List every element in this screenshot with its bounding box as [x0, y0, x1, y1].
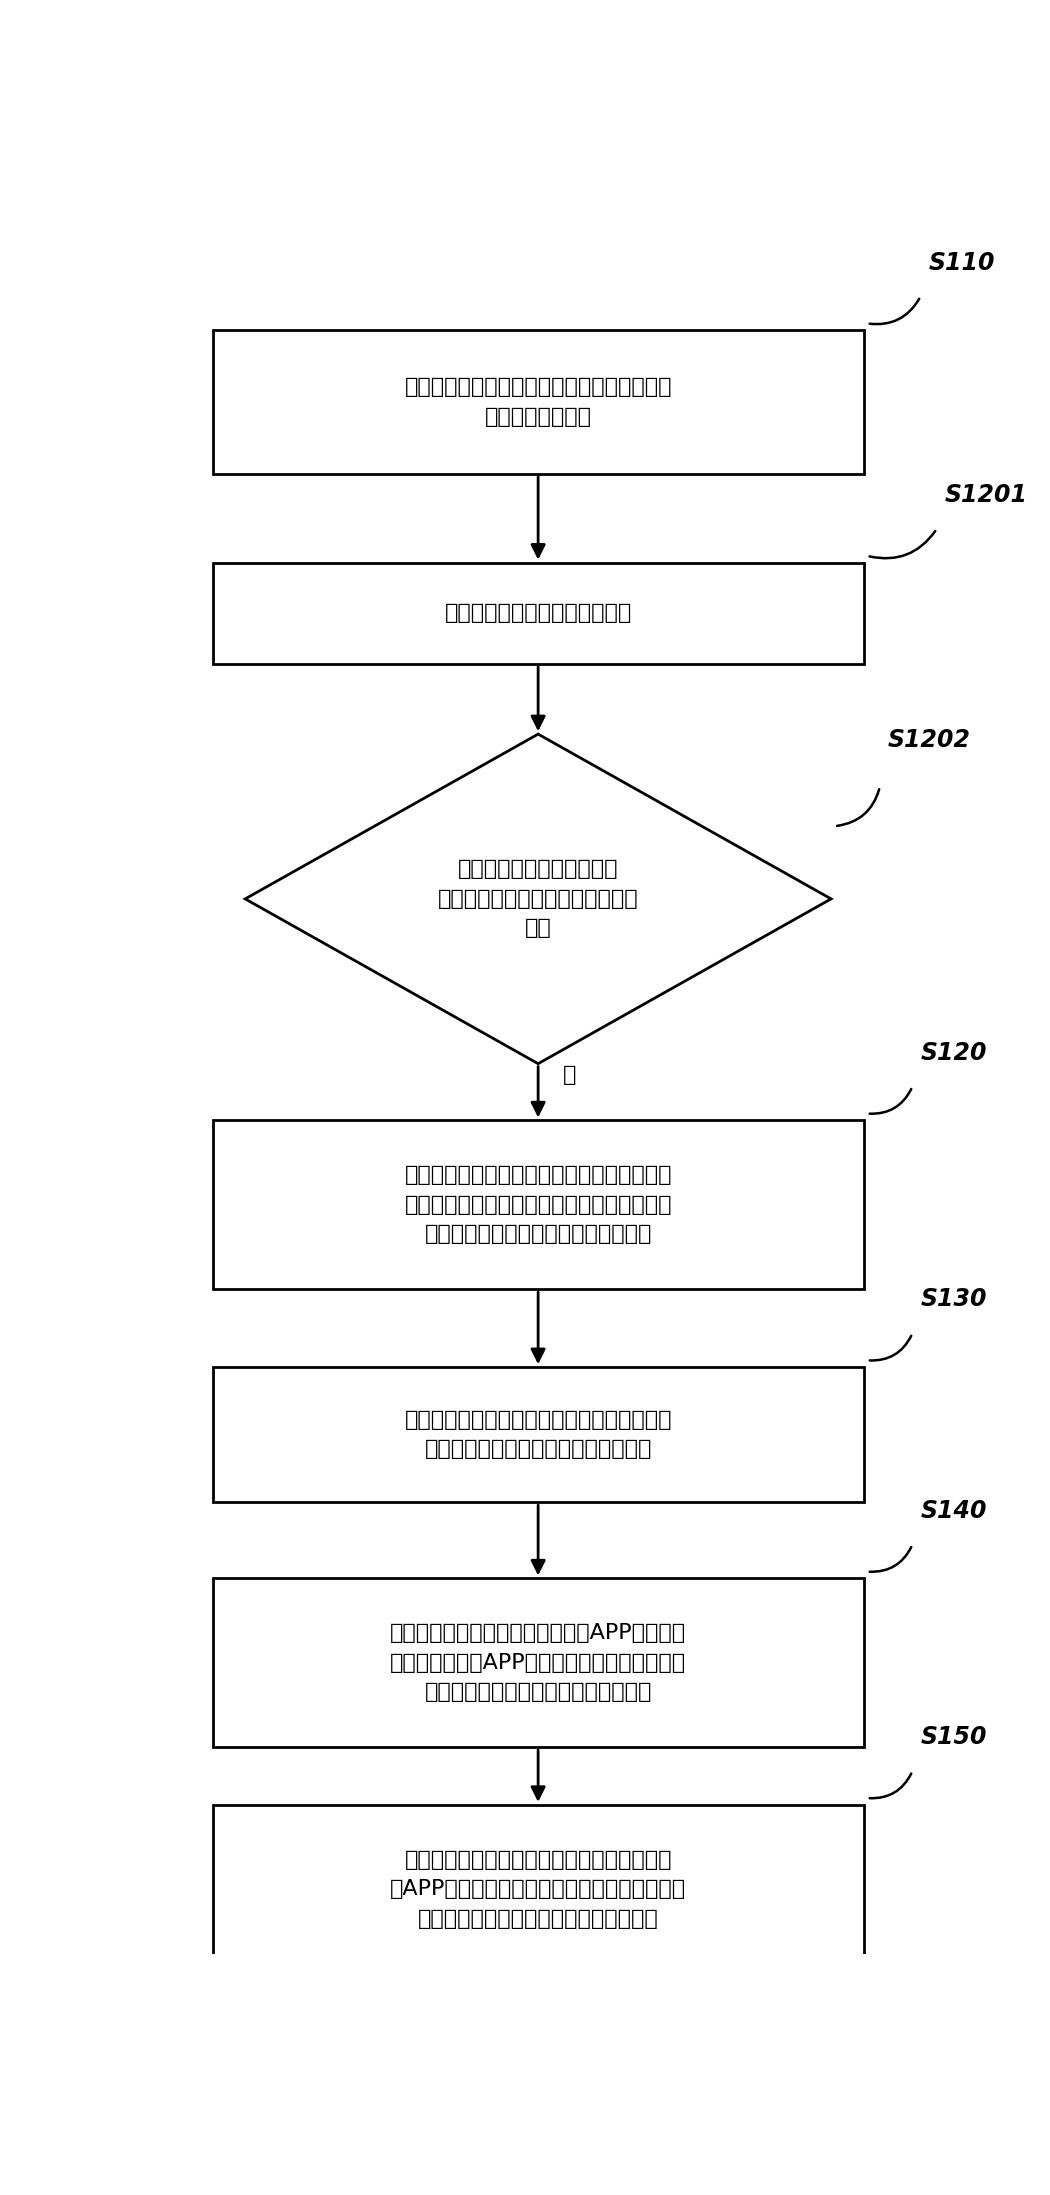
Text: S120: S120 [921, 1040, 987, 1065]
Bar [212, 329, 863, 474]
Text: 接收在线设备列表中各测试终端上传的与待测
试APP操作信息相对应的测试视频数据，将所述
测试视频数据在预设的显示区域进行显示: 接收在线设备列表中各测试终端上传的与待测 试APP操作信息相对应的测试视频数据，… [390, 1850, 687, 1929]
Text: 是: 是 [563, 1065, 575, 1084]
Bar [212, 1367, 863, 1501]
Polygon shape [246, 733, 832, 1065]
Text: 获取当前测试终端对应的设备号: 获取当前测试终端对应的设备号 [444, 604, 632, 623]
Text: 判断当前测试终端对应的设
备号是否存在于已存储的设备白名
单中: 判断当前测试终端对应的设 备号是否存在于已存储的设备白名 单中 [438, 858, 638, 939]
Text: S140: S140 [921, 1499, 987, 1523]
Bar [212, 1578, 863, 1747]
Text: S130: S130 [921, 1288, 987, 1310]
Text: S1201: S1201 [945, 483, 1028, 507]
Text: 根据所述连接指令获取当前测试终端对应的终
端信息，将当前测试终端对应的终端信息增加
至在线设备列表，以更新在线设备列表: 根据所述连接指令获取当前测试终端对应的终 端信息，将当前测试终端对应的终端信息增… [404, 1166, 672, 1245]
Bar [212, 562, 863, 663]
Text: S1202: S1202 [888, 729, 971, 753]
Text: S150: S150 [921, 1725, 987, 1749]
Text: S110: S110 [929, 250, 995, 274]
Bar [212, 1119, 863, 1288]
Text: 若检测到主控终端所发送的待测试APP操作信息
，将所述待测试APP操作信息发送至在线设备列
表中受控终端的标识所对应的测试终端: 若检测到主控终端所发送的待测试APP操作信息 ，将所述待测试APP操作信息发送至… [390, 1624, 687, 1703]
Text: 根据所接收的主控终端选定指令对应标识所述
在线设备列表中的主控终端和受控终端: 根据所接收的主控终端选定指令对应标识所述 在线设备列表中的主控终端和受控终端 [404, 1409, 672, 1460]
Text: 若检测到当前测试终端的连接指令，获取已存
储的在线设备列表: 若检测到当前测试终端的连接指令，获取已存 储的在线设备列表 [404, 378, 672, 426]
Bar [212, 1804, 863, 1973]
